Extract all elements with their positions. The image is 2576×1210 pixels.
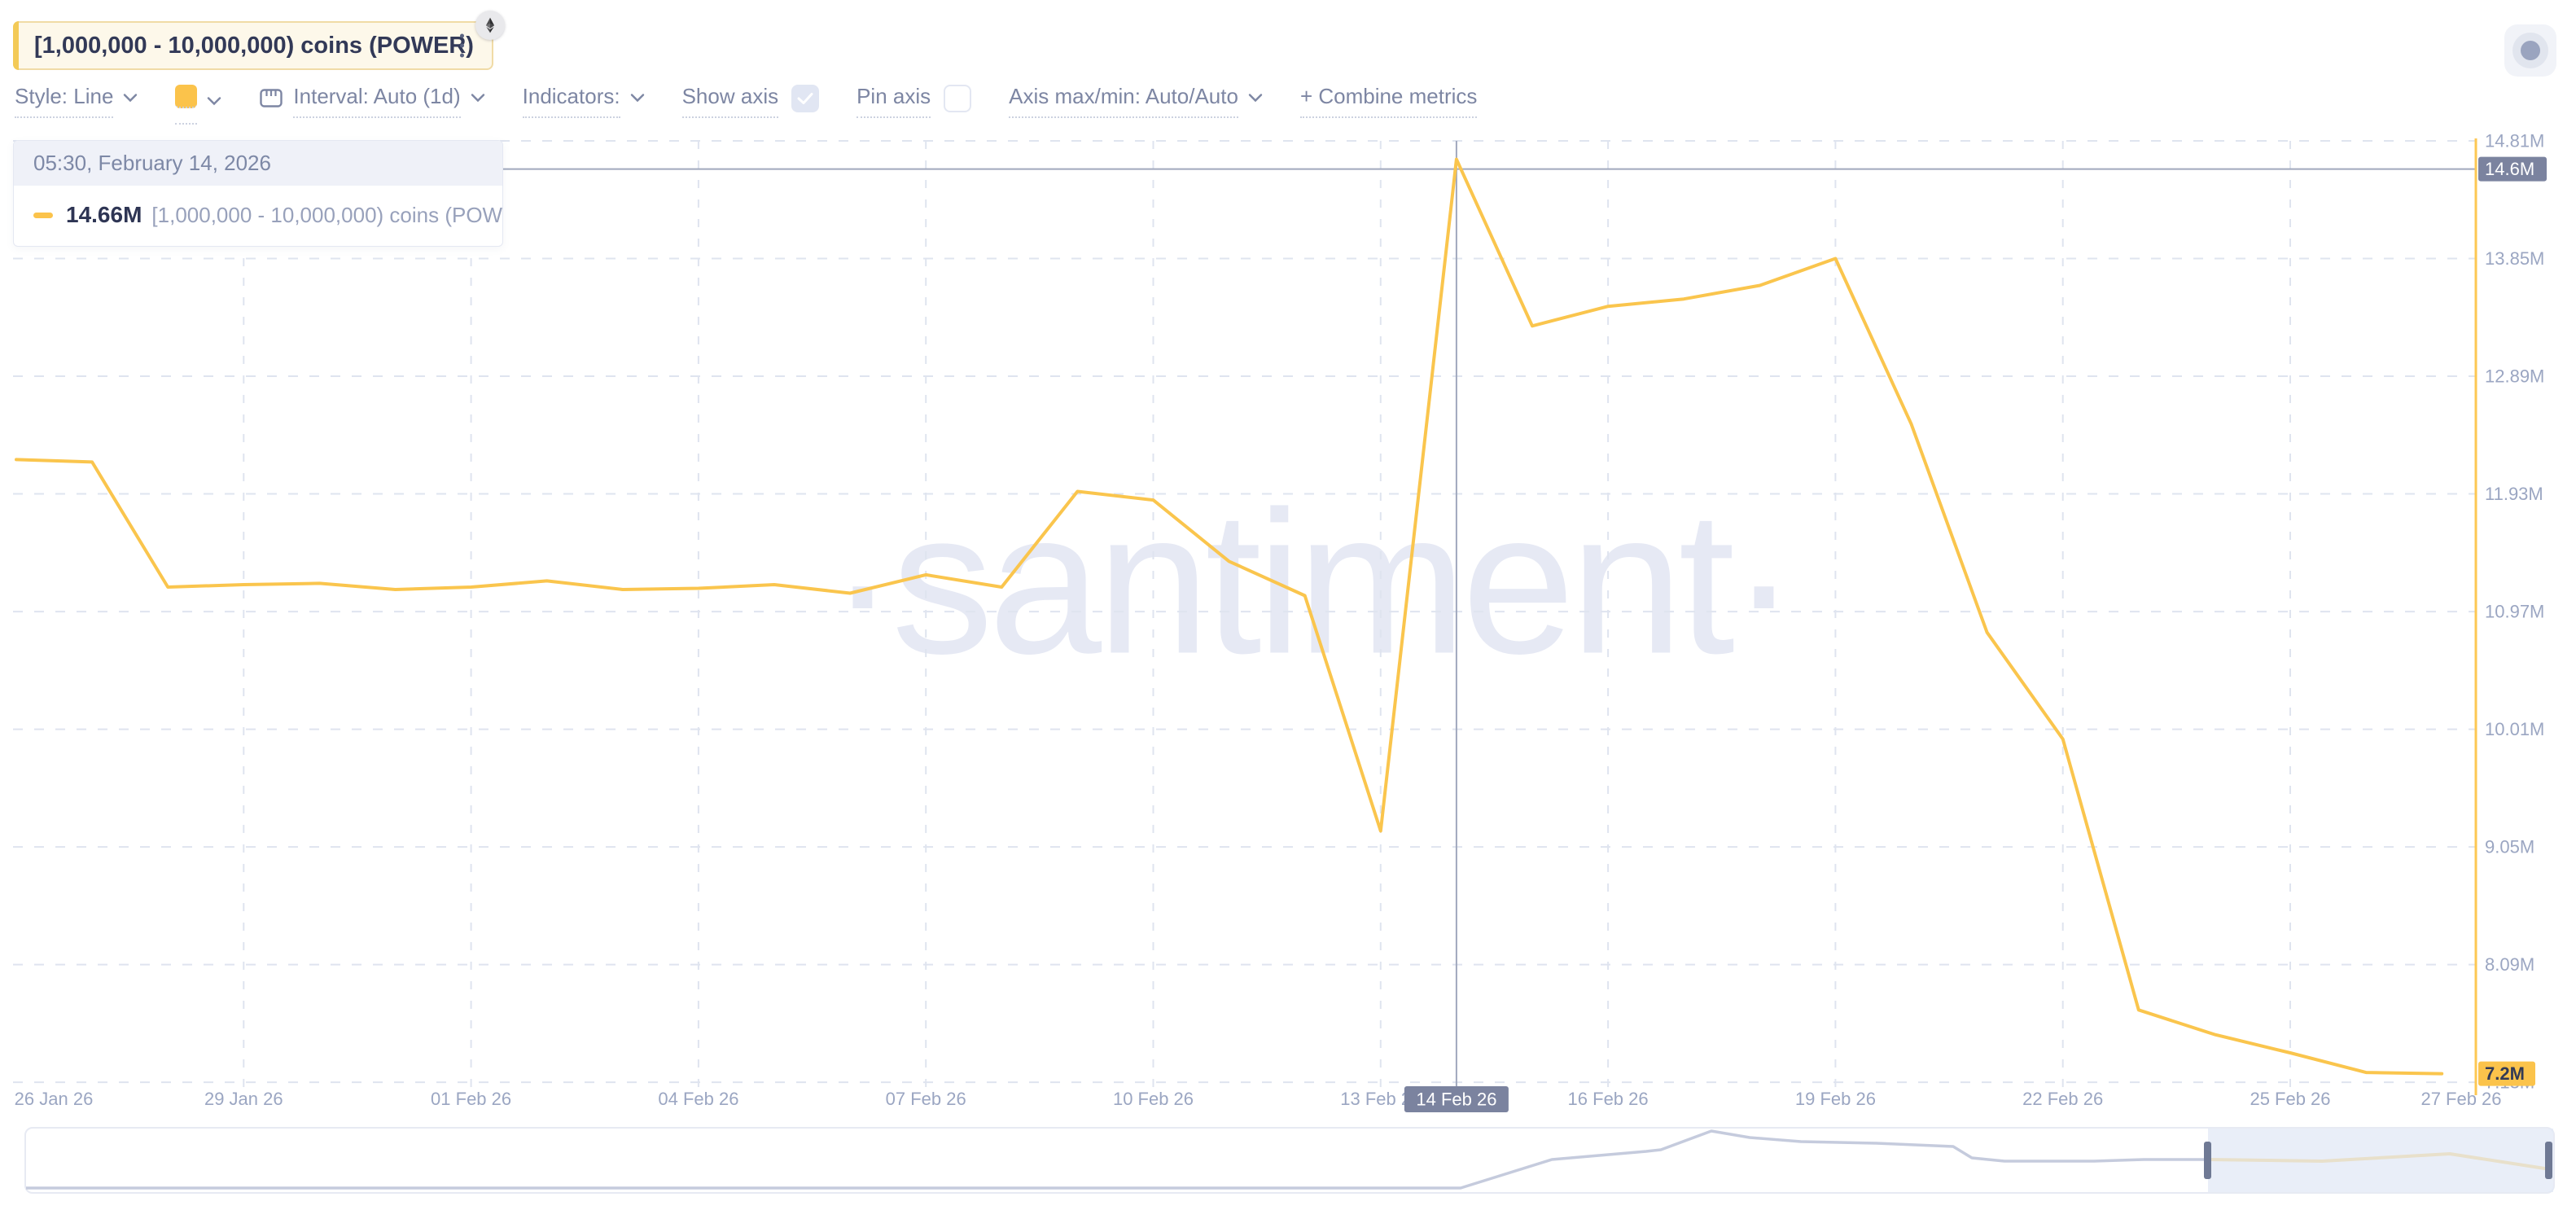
- tooltip-series-row: 14.66M [1,000,000 - 10,000,000) coins (P…: [14, 186, 502, 246]
- axis-maxmin-label: Axis max/min: Auto/Auto: [1009, 84, 1238, 118]
- y-axis-label: 9.05M: [2485, 837, 2534, 857]
- x-axis-label: 29 Jan 26: [204, 1089, 283, 1109]
- x-axis-label: 26 Jan 26: [15, 1089, 94, 1109]
- series-marker: [33, 212, 53, 218]
- chevron-down-icon: [1248, 94, 1263, 103]
- indicators-label: Indicators:: [522, 84, 620, 118]
- combine-metrics-label: + Combine metrics: [1299, 84, 1478, 118]
- x-axis-label: 07 Feb 26: [886, 1089, 966, 1109]
- tooltip-metric-name: [1,000,000 - 10,000,000) coins (POWER): [151, 202, 503, 227]
- interval-selector[interactable]: Interval: Auto (1d): [259, 84, 484, 118]
- series-line: [15, 157, 2444, 1076]
- ethereum-icon: [475, 11, 505, 40]
- x-axis-label: 04 Feb 26: [658, 1089, 738, 1109]
- range-navigator[interactable]: [24, 1127, 2555, 1194]
- x-axis-label: 01 Feb 26: [431, 1089, 511, 1109]
- x-axis-label: 16 Feb 26: [1568, 1089, 1649, 1109]
- y-axis-label: 10.01M: [2485, 719, 2544, 739]
- pin-axis-label: Pin axis: [856, 84, 931, 118]
- interval-icon: [260, 89, 283, 107]
- last-value-badge: [2478, 1061, 2535, 1086]
- chevron-down-icon: [471, 94, 484, 103]
- y-axis-label: 11.93M: [2485, 484, 2543, 504]
- pin-axis-checkbox[interactable]: [944, 85, 972, 113]
- interval-label: Interval: Auto (1d): [293, 84, 461, 118]
- style-label: Style: Line: [15, 84, 114, 118]
- chevron-down-icon: [124, 94, 138, 103]
- x-axis-label: 10 Feb 26: [1113, 1089, 1194, 1109]
- combine-metrics-button[interactable]: + Combine metrics: [1299, 84, 1478, 118]
- pin-axis-toggle[interactable]: Pin axis: [856, 84, 972, 118]
- crosshair-value-badge: [2478, 156, 2547, 182]
- navigator-right-handle[interactable]: [2545, 1142, 2552, 1179]
- y-axis-label: 12.89M: [2485, 366, 2544, 387]
- kebab-menu-icon[interactable]: [460, 33, 464, 58]
- record-dot-icon[interactable]: [2504, 24, 2556, 77]
- y-axis-label: 8.09M: [2485, 954, 2534, 975]
- hover-tooltip: 05:30, February 14, 2026 14.66M [1,000,0…: [13, 140, 503, 247]
- color-swatch[interactable]: [175, 85, 198, 108]
- style-selector[interactable]: Style: Line: [15, 84, 138, 118]
- svg-text:14.6M: 14.6M: [2485, 159, 2534, 179]
- navigator-overview-line: [26, 1129, 2551, 1190]
- metric-title: [1,000,000 - 10,000,000) coins (POWER): [34, 32, 474, 59]
- navigator-left-handle[interactable]: [2204, 1142, 2211, 1179]
- svg-text:14 Feb 26: 14 Feb 26: [1416, 1089, 1496, 1110]
- show-axis-label: Show axis: [681, 84, 779, 118]
- y-axis-label: 13.85M: [2485, 248, 2544, 269]
- metric-chip[interactable]: [1,000,000 - 10,000,000) coins (POWER): [13, 21, 493, 70]
- y-axis-label: 14.81M: [2485, 131, 2544, 151]
- navigator-selection[interactable]: [2208, 1129, 2553, 1192]
- series-color-selector[interactable]: [175, 85, 221, 125]
- chart-toolbar: Style: Line Interval: Auto (1d) Indicato…: [15, 84, 1478, 125]
- axis-maxmin-selector[interactable]: Axis max/min: Auto/Auto: [1009, 84, 1263, 118]
- crosshair-date-badge: [1404, 1086, 1509, 1112]
- x-axis-label: 25 Feb 26: [2250, 1089, 2330, 1109]
- chevron-down-icon: [630, 94, 644, 103]
- x-axis-label: 27 Feb 26: [2420, 1089, 2501, 1109]
- chevron-down-icon: [208, 97, 221, 106]
- y-axis-label: 10.97M: [2485, 602, 2544, 622]
- show-axis-checkbox[interactable]: [791, 85, 820, 113]
- show-axis-toggle[interactable]: Show axis: [681, 84, 820, 118]
- tooltip-value: 14.66M: [66, 202, 142, 227]
- x-axis-label: 19 Feb 26: [1795, 1089, 1876, 1109]
- metric-accent-bar: [13, 21, 19, 70]
- indicators-selector[interactable]: Indicators:: [522, 84, 645, 118]
- svg-text:7.2M: 7.2M: [2485, 1063, 2525, 1084]
- tooltip-timestamp: 05:30, February 14, 2026: [14, 141, 502, 186]
- navigator-history-line: [26, 1129, 2208, 1190]
- santiment-watermark: ·santiment·: [829, 469, 1793, 696]
- x-axis-label: 22 Feb 26: [2022, 1089, 2103, 1109]
